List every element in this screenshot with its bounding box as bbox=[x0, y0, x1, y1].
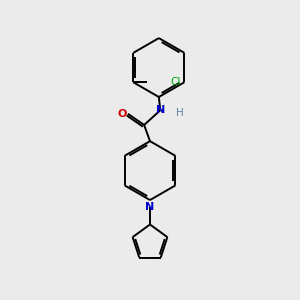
Text: N: N bbox=[156, 105, 165, 115]
Text: O: O bbox=[117, 109, 126, 119]
Text: Cl: Cl bbox=[170, 77, 181, 87]
Text: N: N bbox=[146, 202, 154, 212]
Text: H: H bbox=[176, 108, 183, 118]
